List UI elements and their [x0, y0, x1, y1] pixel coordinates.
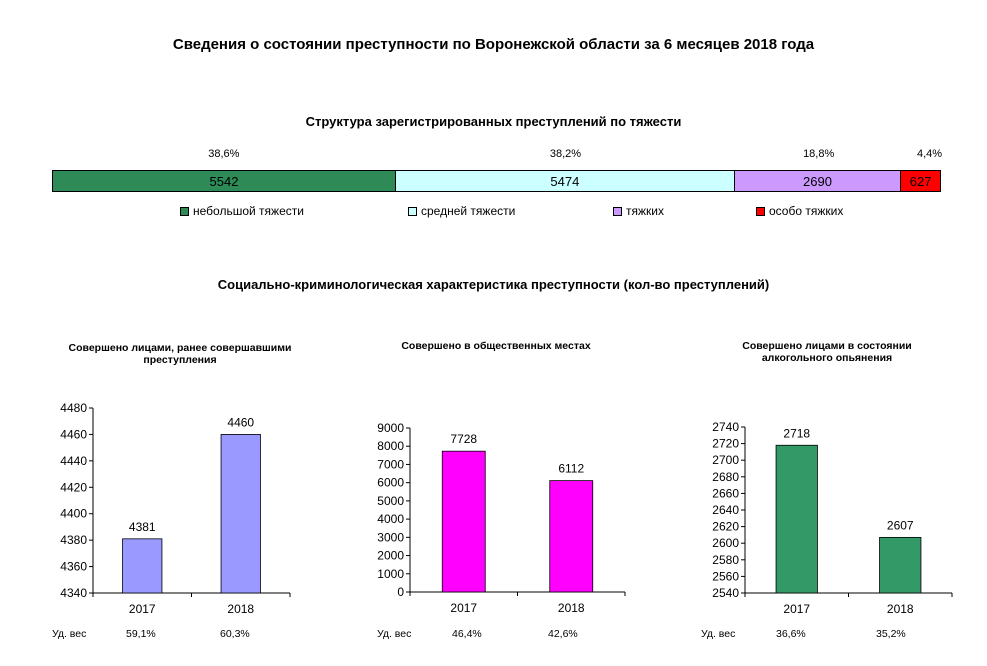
legend-swatch: [408, 206, 417, 216]
y-tick-label: 3000: [377, 530, 404, 544]
y-tick-label: 6000: [377, 476, 404, 490]
y-tick-label: 2600: [712, 536, 739, 550]
page-title: Сведения о состоянии преступности по Вор…: [172, 36, 815, 53]
chart-title: Совершено лицами, ранее совершавшими пре…: [68, 342, 292, 366]
share-value: 46,4%: [452, 628, 482, 640]
y-tick-label: 4480: [60, 401, 87, 415]
severity-stacked-bar: 5542 5474 2690 627: [52, 170, 941, 192]
data-label: 2718: [783, 426, 810, 440]
legend-item-grave: тяжких: [613, 204, 664, 218]
chart-title: Совершено лицами в состоянии алкогольног…: [742, 340, 912, 364]
share-label: Уд. вес: [377, 628, 412, 640]
bar: [220, 434, 261, 594]
segment-percent: 38,6%: [208, 148, 240, 160]
y-tick-label: 1000: [377, 567, 404, 581]
legend-label: тяжких: [626, 204, 664, 218]
y-tick-label: 0: [397, 585, 404, 599]
y-tick-label: 9000: [377, 421, 404, 435]
y-tick-label: 4400: [60, 507, 87, 521]
x-tick-label: 2017: [783, 602, 810, 616]
x-tick-label: 2018: [558, 601, 585, 615]
y-tick-label: 2660: [712, 486, 739, 500]
y-tick-label: 2680: [712, 470, 739, 484]
bar: [879, 536, 922, 594]
segment-percent: 18,8%: [803, 148, 835, 160]
x-tick-label: 2017: [450, 601, 477, 615]
legend-label: средней тяжести: [421, 204, 516, 218]
x-tick-label: 2017: [129, 602, 156, 616]
y-tick-label: 2740: [712, 420, 739, 434]
y-tick-label: 4460: [60, 427, 87, 441]
share-value: 36,6%: [776, 628, 806, 640]
y-tick-label: 4360: [60, 560, 87, 574]
chart-title: Совершено в общественных местах: [401, 340, 591, 352]
y-tick-label: 2620: [712, 520, 739, 534]
y-tick-label: 2540: [712, 586, 739, 600]
bar: [122, 538, 163, 594]
segment-value: 2690: [803, 173, 832, 189]
legend-item-minor: небольшой тяжести: [180, 204, 304, 218]
segment-value: 627: [909, 173, 932, 189]
share-value: 42,6%: [548, 628, 578, 640]
bar: [441, 450, 486, 593]
legend-item-medium: средней тяжести: [408, 204, 515, 218]
y-tick-label: 4440: [60, 454, 87, 468]
bar: [549, 480, 594, 593]
legend-swatch: [180, 206, 189, 216]
x-tick-label: 2018: [227, 602, 254, 616]
legend-swatch: [613, 206, 622, 216]
data-label: 7728: [450, 432, 477, 446]
y-tick-label: 4000: [377, 512, 404, 526]
legend-swatch: [756, 206, 765, 216]
y-tick-label: 2720: [712, 437, 739, 451]
share-label: Уд. вес: [52, 628, 87, 640]
segment-minor: 5542: [53, 171, 396, 191]
share-value: 35,2%: [876, 628, 906, 640]
share-value: 59,1%: [126, 628, 156, 640]
segment-grave: 2690: [734, 171, 902, 191]
y-tick-label: 2700: [712, 453, 739, 467]
y-tick-label: 4380: [60, 533, 87, 547]
y-tick-label: 2580: [712, 553, 739, 567]
y-tick-label: 5000: [377, 494, 404, 508]
x-tick-label: 2018: [887, 602, 914, 616]
data-label: 4460: [227, 415, 254, 429]
y-tick-label: 2000: [377, 549, 404, 563]
y-tick-label: 4420: [60, 480, 87, 494]
bar-chart-public-places: 0 1000 2000 3000 4000 5000 6000 7000 8000 9000 772…: [377, 421, 626, 615]
y-tick-label: 7000: [377, 457, 404, 471]
data-label: 4381: [129, 520, 156, 534]
y-tick-label: 8000: [377, 439, 404, 453]
y-tick-label: 2640: [712, 503, 739, 517]
structure-title: Структура зарегистрированных преступлени…: [305, 114, 682, 129]
bar-chart-repeat-offenders: 4340 4360 4380 4400 4420 4440 4460 4480 4381 2017…: [60, 401, 291, 616]
segment-percent: 38,2%: [549, 148, 582, 160]
legend-label: особо тяжких: [769, 204, 844, 218]
bar: [775, 444, 818, 594]
y-tick-label: 2560: [712, 569, 739, 583]
bar-chart-alcohol: 2540 2560 2580 2600 2620 2640 2660 2680 2700 2720…: [712, 420, 953, 616]
y-tick-label: 4340: [60, 586, 87, 600]
share-value: 60,3%: [220, 628, 250, 640]
segment-value: 5542: [209, 173, 239, 189]
social-title: Социально-криминологическая характеристи…: [217, 277, 770, 292]
data-label: 6112: [558, 462, 584, 476]
segment-especially-grave: 627: [901, 171, 940, 191]
segment-value: 5474: [550, 173, 580, 189]
segment-percent: 4,4%: [917, 148, 943, 160]
legend-item-especially-grave: особо тяжких: [756, 204, 843, 218]
data-label: 2607: [887, 518, 914, 532]
share-label: Уд. вес: [701, 628, 736, 640]
segment-medium: 5474: [395, 171, 735, 191]
legend-label: небольшой тяжести: [193, 204, 304, 218]
